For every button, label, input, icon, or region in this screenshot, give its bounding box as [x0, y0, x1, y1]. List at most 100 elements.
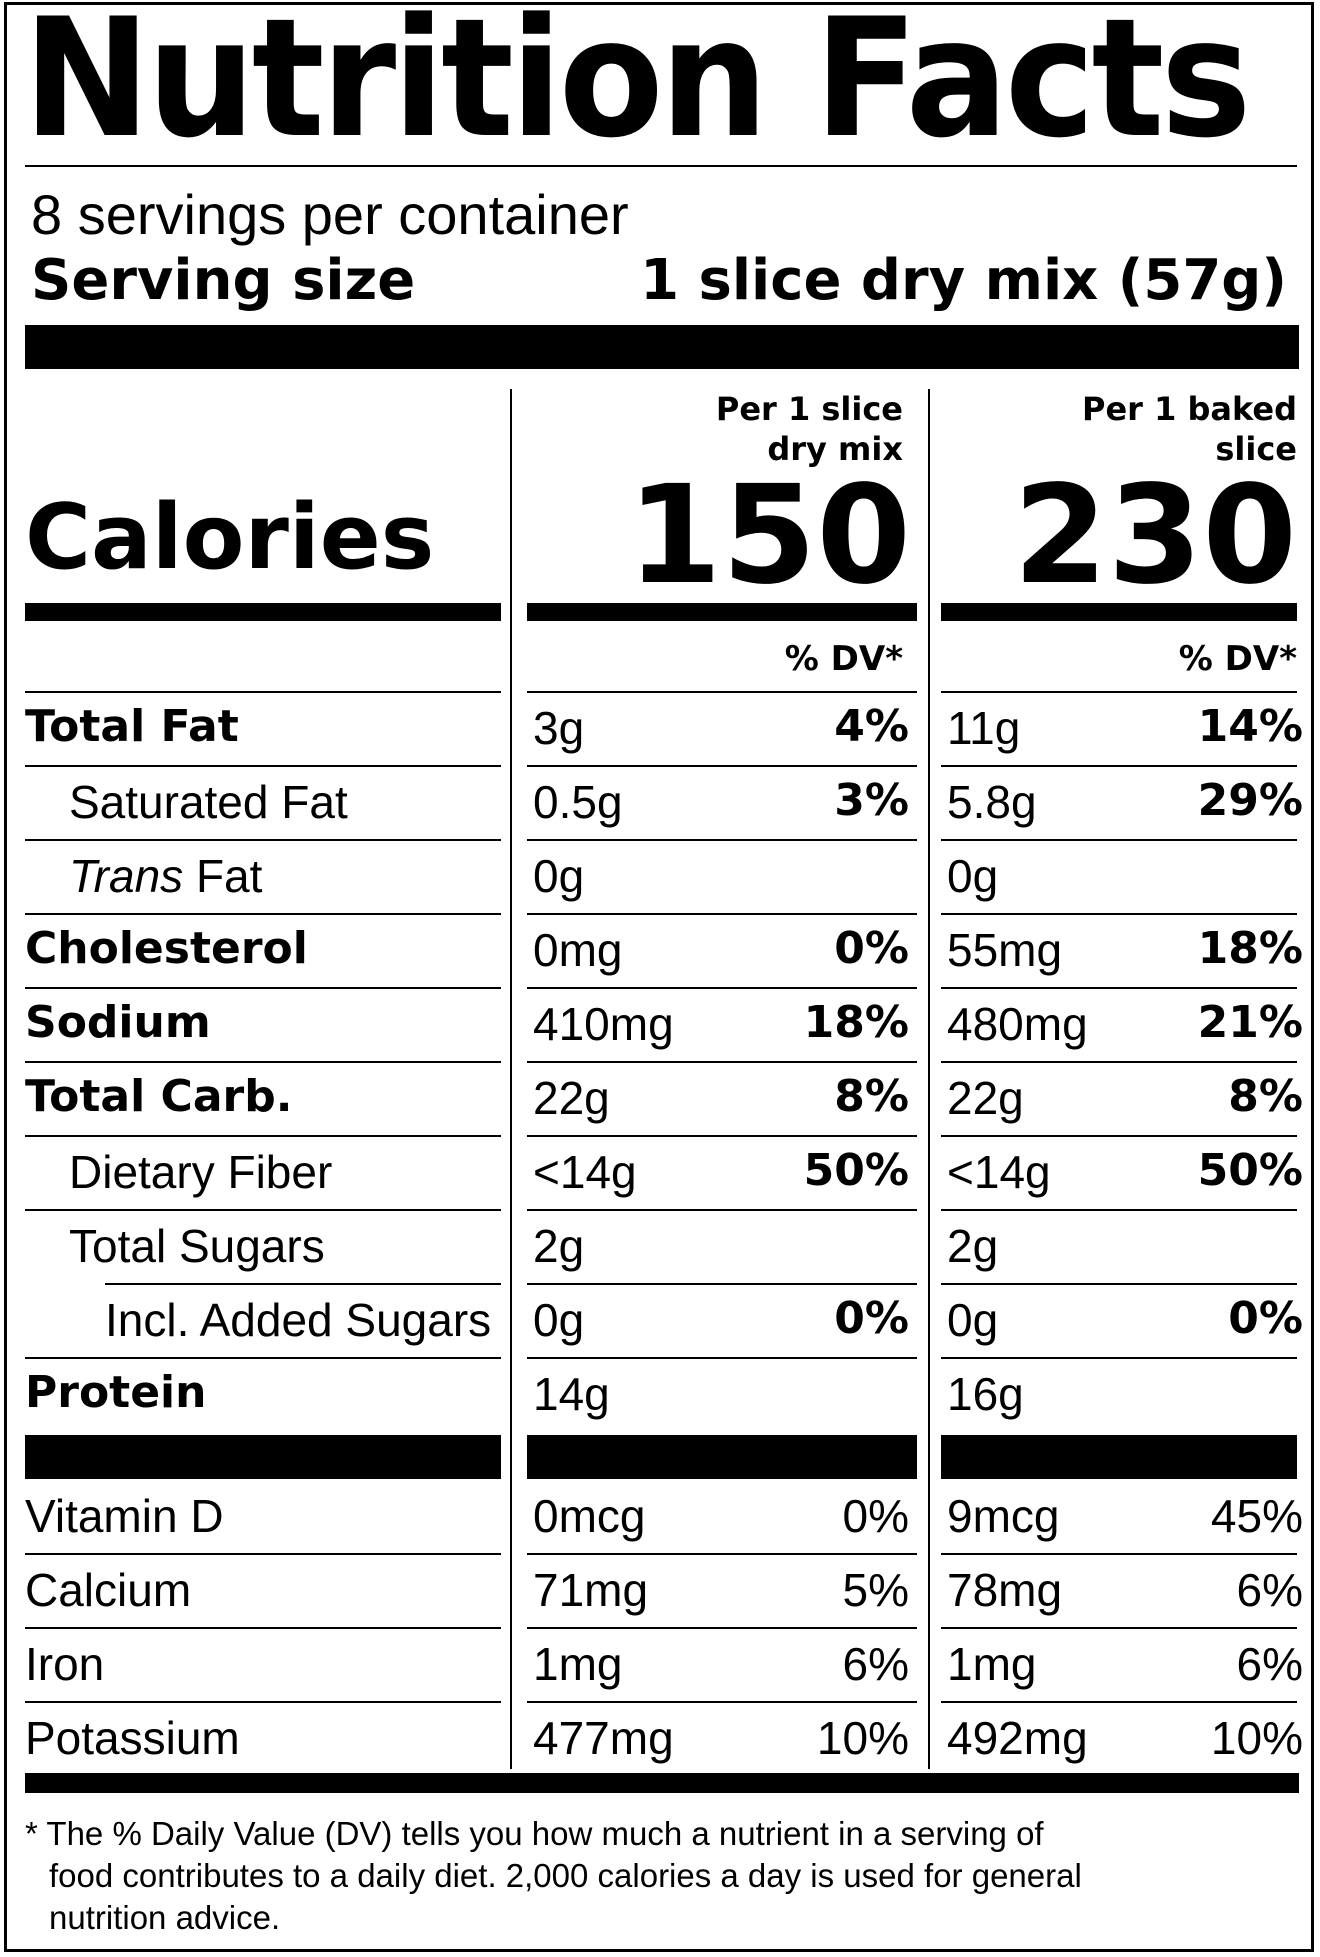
vitamin-row: Potassium 477mg 10% 492mg 10%: [7, 1701, 1317, 1775]
col1-amount: <14g: [533, 1146, 637, 1198]
row-rule: [941, 987, 1297, 989]
col1-daily-value: 18%: [803, 997, 909, 1048]
row-rule: [527, 1283, 917, 1285]
col1-daily-value: 10%: [816, 1712, 909, 1764]
col2-daily-value: 8%: [1228, 1071, 1303, 1122]
footnote: * The % Daily Value (DV) tells you how m…: [25, 1813, 1295, 1939]
serving-size-label: Serving size: [31, 248, 416, 313]
row-rule: [941, 839, 1297, 841]
col1-amount: 410mg: [533, 998, 674, 1050]
nutrient-name: Trans Fat: [69, 853, 262, 899]
title-rule: [25, 165, 1297, 167]
vitamin-name: Calcium: [25, 1564, 192, 1616]
nutrient-row: Total Fat 3g 4% 11g 14%: [7, 691, 1317, 765]
nutrient-name: Total Sugars: [69, 1220, 325, 1272]
nutrient-name: Total Carb.: [25, 1071, 293, 1122]
col1-amount: 0g: [533, 1294, 585, 1346]
nutrient-name: Cholesterol: [25, 923, 308, 974]
col2-amount: 16g: [947, 1368, 1024, 1420]
col2-amount: 11g: [947, 702, 1021, 754]
col1-amount: 3g: [533, 702, 585, 754]
row-rule: [941, 1701, 1297, 1703]
column-2-heading: Per 1 baked slice: [1081, 390, 1297, 468]
row-rule: [25, 1061, 501, 1063]
col2-daily-value: 6%: [1236, 1638, 1303, 1690]
row-rule: [25, 839, 501, 841]
nutrient-row: Sodium 410mg 18% 480mg 21%: [7, 987, 1317, 1061]
row-rule: [25, 691, 501, 693]
row-rule: [941, 1061, 1297, 1063]
col2-amount: 22g: [947, 1072, 1024, 1124]
nutrient-name-italic: Trans: [69, 850, 184, 902]
calories-rule-3: [941, 603, 1297, 621]
footnote-line-3: nutrition advice.: [49, 1899, 281, 1936]
col1-amount: 477mg: [533, 1712, 674, 1764]
col2-amount: 1mg: [947, 1638, 1037, 1690]
row-rule: [941, 1283, 1297, 1285]
row-rule: [527, 839, 917, 841]
row-rule: [25, 1357, 501, 1359]
nutrient-row: Saturated Fat 0.5g 3% 5.8g 29%: [7, 765, 1317, 839]
nutrient-name: Saturated Fat: [69, 776, 348, 828]
nutrient-row: Incl. Added Sugars 0g 0% 0g 0%: [7, 1283, 1317, 1357]
calories-rule-2: [527, 603, 917, 621]
col1-amount: 0mcg: [533, 1490, 646, 1542]
row-rule: [941, 1553, 1297, 1555]
col2-amount: 0g: [947, 1294, 999, 1346]
row-rule: [105, 1283, 501, 1285]
row-rule: [941, 1357, 1297, 1359]
thick-rule-mid-2: [527, 1435, 917, 1479]
col2-daily-value: 18%: [1197, 923, 1303, 974]
vitamin-name: Iron: [25, 1638, 105, 1690]
col1-daily-value: 4%: [834, 701, 909, 752]
nutrient-name-rest: Fat: [183, 850, 263, 902]
row-rule: [527, 1553, 917, 1555]
row-rule: [941, 765, 1297, 767]
vitamin-row: Iron 1mg 6% 1mg 6%: [7, 1627, 1317, 1701]
col1-amount: 0.5g: [533, 776, 623, 828]
row-rule: [25, 1701, 501, 1703]
row-rule: [25, 987, 501, 989]
col2-daily-value: 50%: [1197, 1145, 1303, 1196]
column-1-heading: Per 1 slice dry mix: [715, 390, 903, 468]
col1-daily-value: 0%: [834, 923, 909, 974]
dv-header-col2: % DV*: [1178, 639, 1297, 679]
row-rule: [25, 1209, 501, 1211]
nutrient-row: Protein 14g 16g: [7, 1357, 1317, 1431]
col1-daily-value: 0%: [842, 1490, 909, 1542]
col2-amount: 0g: [947, 850, 999, 902]
vitamin-row: Vitamin D 0mcg 0% 9mcg 45%: [7, 1479, 1317, 1553]
col1-daily-value: 3%: [834, 775, 909, 826]
column-divider-2: [928, 389, 930, 1769]
vitamin-name: Vitamin D: [25, 1490, 224, 1542]
nutrient-name: Protein: [25, 1367, 207, 1418]
thick-rule-top: [25, 325, 1299, 369]
nutrient-row: Total Sugars 2g 2g: [7, 1209, 1317, 1283]
col1-amount: 22g: [533, 1072, 610, 1124]
vitamin-name: Potassium: [25, 1712, 240, 1764]
servings-per-container: 8 servings per container: [31, 183, 629, 246]
col2-daily-value: 21%: [1197, 997, 1303, 1048]
col2-daily-value: 45%: [1210, 1490, 1303, 1542]
row-rule: [25, 913, 501, 915]
col1-amount: 0g: [533, 850, 585, 902]
footnote-line-2: food contributes to a daily diet. 2,000 …: [49, 1857, 1082, 1894]
col2-amount: 480mg: [947, 998, 1088, 1050]
calories-rule-1: [25, 603, 501, 621]
col1-daily-value: 6%: [842, 1638, 909, 1690]
row-rule: [527, 1357, 917, 1359]
col1-daily-value: 5%: [842, 1564, 909, 1616]
col2-amount: 2g: [947, 1220, 999, 1272]
row-rule: [527, 1209, 917, 1211]
footnote-line-1: * The % Daily Value (DV) tells you how m…: [25, 1815, 1044, 1852]
row-rule: [25, 1135, 501, 1137]
label-title: Nutrition Facts: [23, 0, 1251, 174]
col1-daily-value: 8%: [834, 1071, 909, 1122]
col2-amount: 55mg: [947, 924, 1063, 976]
col1-amount: 2g: [533, 1220, 585, 1272]
col2-amount: 492mg: [947, 1712, 1088, 1764]
col1-daily-value: 0%: [834, 1293, 909, 1344]
col2-daily-value: 0%: [1228, 1293, 1303, 1344]
col2-daily-value: 6%: [1236, 1564, 1303, 1616]
calories-value-col1: 150: [627, 457, 911, 615]
